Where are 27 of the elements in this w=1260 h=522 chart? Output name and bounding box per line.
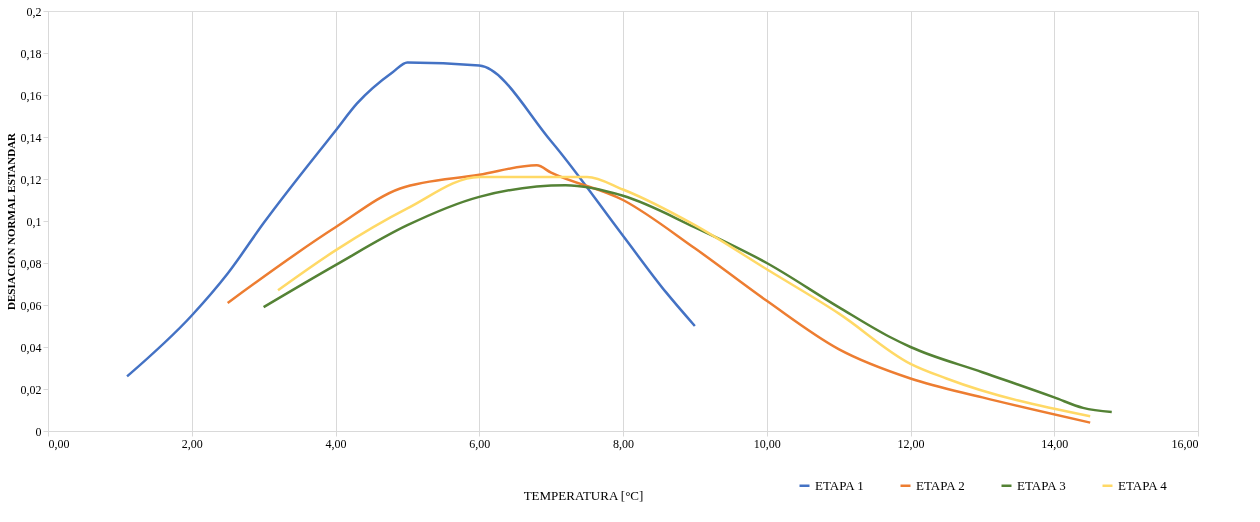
y-tick-label: 0 xyxy=(35,424,42,439)
y-tick-label: 0,02 xyxy=(20,382,42,397)
legend-label: ETAPA 3 xyxy=(1017,477,1066,493)
x-axis-title: TEMPERATURA [°C] xyxy=(523,487,644,503)
x-tick-label: 6,00 xyxy=(469,436,491,451)
x-tick-label: 4,00 xyxy=(325,436,347,451)
legend-label: ETAPA 4 xyxy=(1118,477,1168,493)
x-tick-label: 10,00 xyxy=(753,436,781,451)
x-tick-label: 16,00 xyxy=(1171,436,1199,451)
y-tick-label: 0,14 xyxy=(20,130,42,145)
line-series xyxy=(125,61,697,378)
y-tick-label: 0,2 xyxy=(26,4,42,19)
legend-label: ETAPA 2 xyxy=(916,477,965,493)
y-tick-label: 0,04 xyxy=(20,340,42,355)
x-tick-label: 8,00 xyxy=(613,436,634,451)
legend-label: ETAPA 1 xyxy=(815,477,864,493)
y-tick-label: 0,18 xyxy=(20,46,42,61)
x-tick-label: 2,00 xyxy=(181,436,203,451)
y-tick-label: 0,08 xyxy=(20,256,42,271)
y-tick-label: 0,1 xyxy=(26,214,42,229)
x-tick-label: 12,00 xyxy=(897,436,925,451)
y-tick-label: 0,12 xyxy=(20,172,42,187)
x-tick-label: 0,00 xyxy=(48,436,70,451)
y-axis-title: DESIACION NORMAL ESTANDAR xyxy=(4,131,17,311)
y-tick-label: 0,16 xyxy=(20,88,42,103)
y-tick-label: 0,06 xyxy=(20,298,42,313)
x-tick-label: 14,00 xyxy=(1041,436,1069,451)
